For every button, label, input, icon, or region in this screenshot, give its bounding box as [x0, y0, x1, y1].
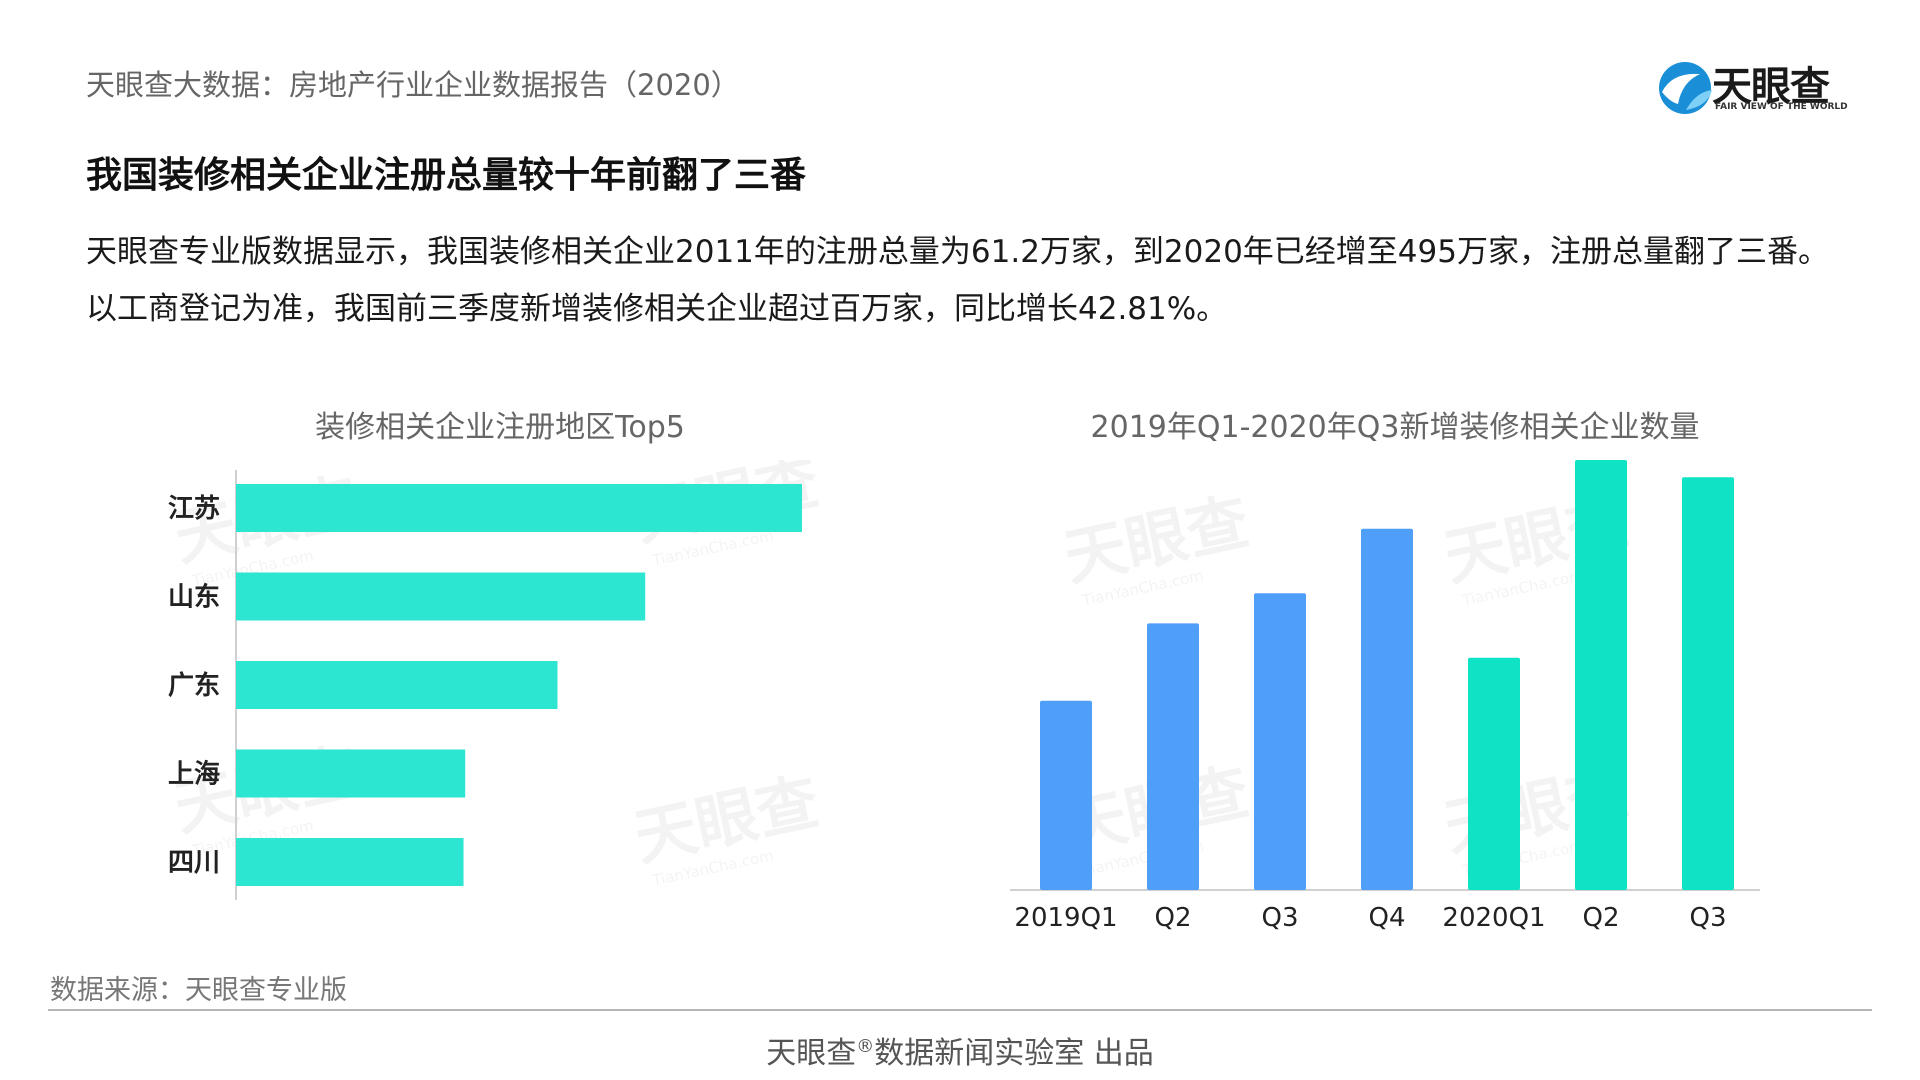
bar-2	[236, 572, 646, 621]
headline: 我国装修相关企业注册总量较十年前翻了三番	[86, 155, 807, 196]
quarterly-bar-chart: 天眼查TianYanCha.com天眼查TianYanCha.com天眼查Tia…	[1010, 460, 1760, 933]
bar-5	[1468, 657, 1520, 890]
x-tick-label: Q3	[1689, 903, 1726, 933]
category-label: 上海	[168, 760, 220, 790]
quarterly-chart-title: 2019年Q1-2020年Q3新增装修相关企业数量	[1090, 410, 1700, 445]
x-tick-label: Q3	[1261, 903, 1298, 933]
logo-tagline: FAIR VIEW OF THE WORLD	[1715, 102, 1848, 112]
bar-6	[1575, 460, 1627, 890]
x-tick-label: Q4	[1368, 903, 1405, 933]
footer-rest: 数据新闻实验室 出品	[874, 1036, 1154, 1071]
x-tick-label: 2020Q1	[1442, 903, 1545, 933]
bar-3	[1254, 593, 1306, 890]
region-chart-title: 装修相关企业注册地区Top5	[315, 410, 685, 445]
footer-brand: 天眼查	[766, 1036, 857, 1071]
bar-7	[1682, 477, 1734, 890]
footer-divider	[48, 1009, 1872, 1011]
category-label: 四川	[168, 848, 220, 878]
bar-1	[236, 484, 802, 532]
summary-paragraph: 天眼查专业版数据显示，我国装修相关企业2011年的注册总量为61.2万家，到20…	[86, 234, 1829, 327]
data-source: 数据来源：天眼查专业版	[50, 975, 347, 1006]
report-title: 天眼查大数据：房地产行业企业数据报告（2020）	[86, 68, 740, 102]
category-label: 山东	[168, 582, 220, 613]
region-bar-chart: 天眼查TianYanCha.com天眼查TianYanCha.com天眼查Tia…	[168, 460, 825, 900]
bar-4	[236, 749, 466, 798]
category-label: 广东	[168, 670, 220, 701]
logo-swirl-icon	[1659, 62, 1712, 114]
bar-1	[1040, 700, 1092, 890]
bar-3	[236, 661, 558, 709]
bar-5	[236, 838, 464, 886]
bar-4	[1361, 528, 1413, 890]
x-tick-label: Q2	[1154, 903, 1191, 933]
logo-text: 天眼查	[1712, 64, 1830, 110]
bar-2	[1147, 623, 1199, 890]
registered-mark: ®	[856, 1036, 875, 1057]
category-label: 江苏	[168, 494, 220, 524]
x-tick-label: 2019Q1	[1014, 903, 1117, 933]
logo	[1652, 52, 1862, 122]
x-tick-label: Q2	[1582, 903, 1619, 933]
footer-credit: 天眼查®数据新闻实验室 出品	[0, 1028, 1920, 1072]
